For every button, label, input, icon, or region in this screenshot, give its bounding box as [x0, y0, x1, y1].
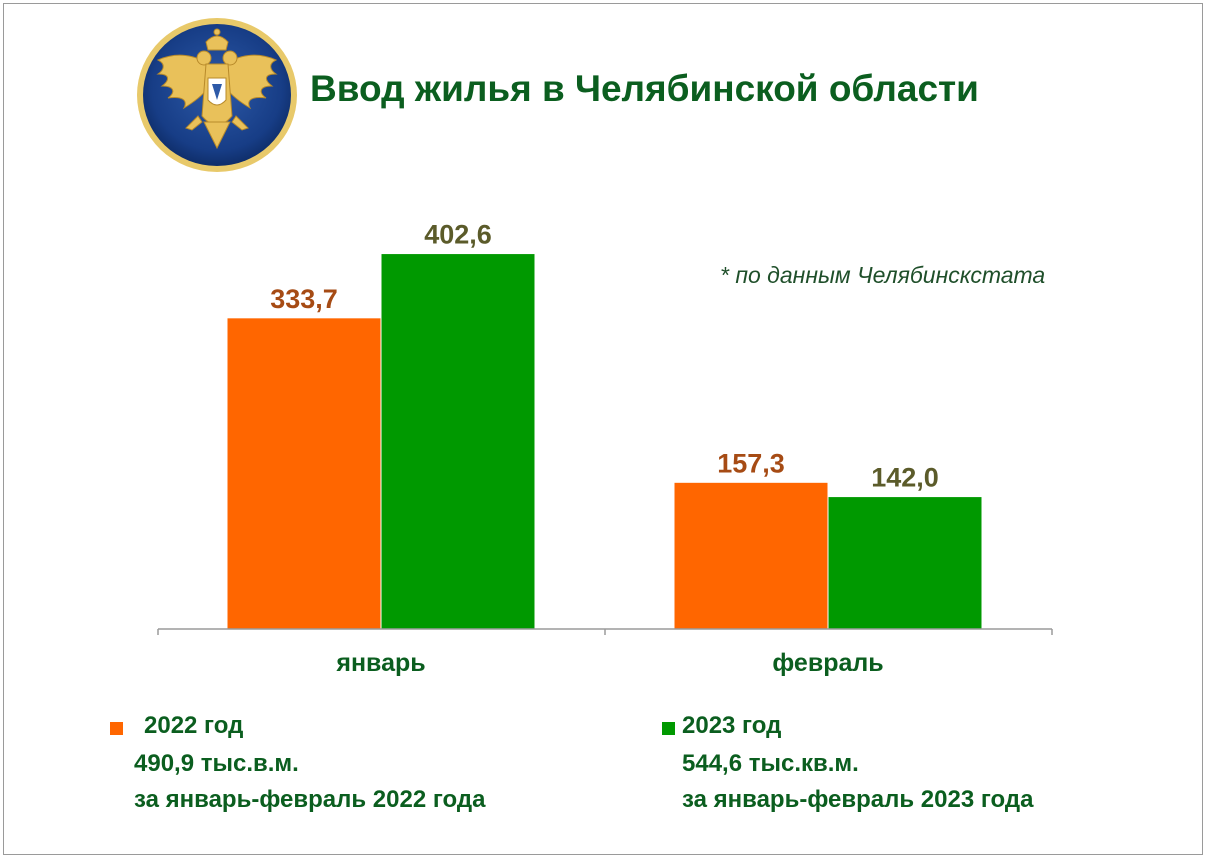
- legend-name-2023: 2023 год: [682, 712, 782, 739]
- emblem-seal-icon: [137, 18, 297, 172]
- bar-2023-january: [380, 253, 536, 630]
- source-note: * по данным Челябинскстата: [720, 262, 1046, 288]
- page-title: Ввод жилья в Челябинской области: [310, 68, 979, 109]
- bar-2022-january: [226, 317, 382, 630]
- bar-2023-february: [827, 496, 983, 630]
- legend-swatch-2022: [110, 722, 123, 735]
- legend-total-2022: 490,9 тыс.в.м.: [134, 750, 299, 777]
- legend-name-2022: 2022 год: [144, 712, 244, 739]
- legend-period-2022: за январь-февраль 2022 года: [134, 786, 486, 813]
- legend-swatch-2023: [662, 722, 675, 735]
- legend-total-2023: 544,6 тыс.кв.м.: [682, 750, 859, 777]
- legend-period-2023: за январь-февраль 2023 года: [682, 786, 1034, 813]
- data-label-2023-february: 142,0: [871, 463, 939, 493]
- data-label-2023-january: 402,6: [424, 220, 492, 250]
- category-label-january: январь: [335, 649, 425, 677]
- bar-chart: 333,7 402,6 157,3 142,0 январь февраль: [157, 220, 1053, 677]
- bar-2022-february: [673, 481, 829, 630]
- data-label-2022-january: 333,7: [270, 284, 338, 314]
- category-label-february: февраль: [772, 649, 883, 677]
- data-label-2022-february: 157,3: [717, 448, 785, 478]
